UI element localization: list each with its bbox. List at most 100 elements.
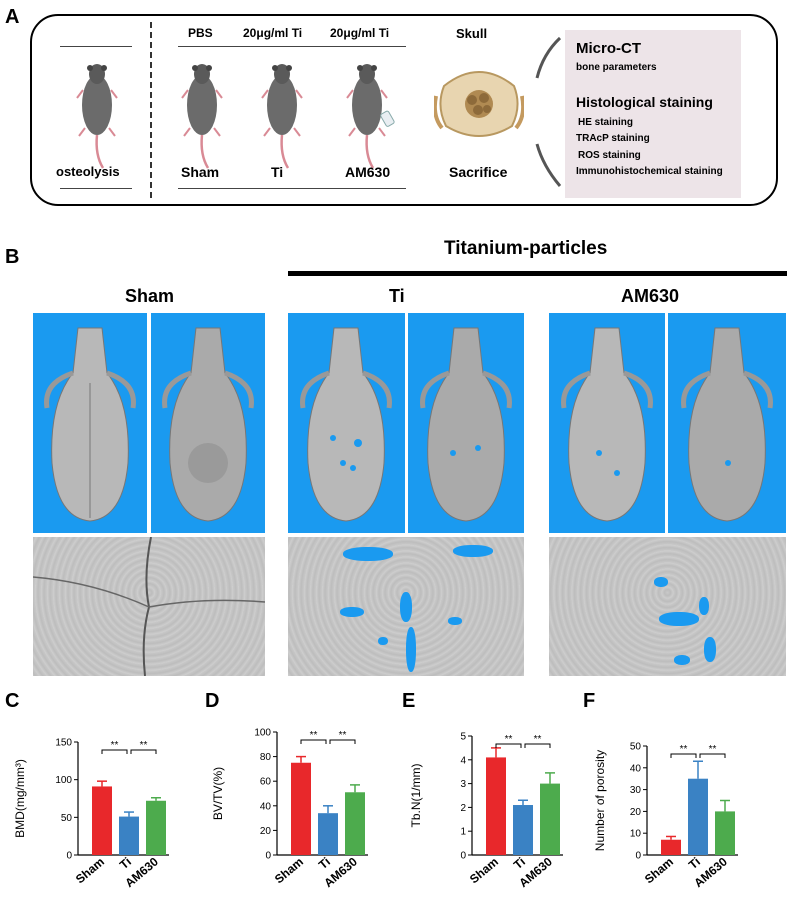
y-tick-label: 3 xyxy=(460,779,466,790)
y-tick-label: 40 xyxy=(630,763,642,774)
divider-line xyxy=(178,188,406,189)
bar-am630 xyxy=(715,811,735,855)
histo-item: Immunohistochemical staining xyxy=(576,166,723,177)
ct-image-ti-top xyxy=(288,313,405,533)
significance-bracket xyxy=(524,743,551,748)
panel-label-f: F xyxy=(583,690,596,712)
significance-mark: ** xyxy=(111,740,119,751)
mouse-icon xyxy=(260,60,304,175)
category-label: Ti xyxy=(686,855,703,872)
bar-sham xyxy=(291,762,311,855)
y-tick-label: 20 xyxy=(630,807,642,818)
category-label: Sham xyxy=(73,855,107,887)
ct-group-title-sham: Sham xyxy=(125,286,175,306)
y-tick-label: 0 xyxy=(460,851,466,862)
bar-ti xyxy=(318,813,338,855)
skull-icon xyxy=(432,66,526,151)
y-tick-label: 2 xyxy=(460,803,466,814)
y-tick-label: 60 xyxy=(260,777,272,788)
group-sham-label: Sham xyxy=(181,164,220,180)
skull-label: Skull xyxy=(456,26,488,41)
y-tick-label: 30 xyxy=(630,785,642,796)
y-tick-label: 150 xyxy=(55,738,72,749)
significance-bracket xyxy=(130,749,157,754)
closeup-image-am630 xyxy=(549,537,786,676)
analysis-box xyxy=(565,30,741,198)
y-tick-label: 5 xyxy=(460,732,466,743)
group-ti-label: Ti xyxy=(271,164,284,180)
significance-bracket xyxy=(329,739,356,744)
category-label: Sham xyxy=(642,855,676,887)
category-label: Sham xyxy=(272,855,306,887)
y-tick-label: 10 xyxy=(630,829,642,840)
osteolysis-label: osteolysis xyxy=(56,164,120,179)
significance-bracket xyxy=(101,749,128,754)
treatment-pbs: PBS xyxy=(188,26,213,40)
bar-am630 xyxy=(540,783,560,855)
mouse-icon xyxy=(75,60,119,175)
bar-sham xyxy=(486,757,506,855)
panel-label-c: C xyxy=(5,690,20,712)
histo-title: Histological staining xyxy=(576,94,713,110)
y-tick-label: 80 xyxy=(260,752,272,763)
y-axis-label: Number of porosity xyxy=(593,750,607,851)
significance-mark: ** xyxy=(140,740,148,751)
category-label: Sham xyxy=(467,855,501,887)
panel-label-b: B xyxy=(5,246,20,268)
bar-ti xyxy=(513,805,533,855)
ct-group-title-am630: AM630 xyxy=(621,286,680,306)
y-tick-label: 0 xyxy=(66,851,72,862)
ct-image-ti-bottom xyxy=(408,313,524,533)
significance-mark: ** xyxy=(680,744,688,755)
ct-image-sham-bottom xyxy=(151,313,265,533)
significance-mark: ** xyxy=(339,730,347,741)
bar-am630 xyxy=(146,800,166,855)
y-tick-label: 40 xyxy=(260,801,272,812)
y-tick-label: 0 xyxy=(265,851,271,862)
ct-image-am630-bottom xyxy=(668,313,786,533)
y-tick-label: 1 xyxy=(460,827,466,838)
category-label: Ti xyxy=(117,855,134,872)
panel-label-a: A xyxy=(5,6,20,28)
group-bracket-bar xyxy=(288,271,787,276)
divider-line xyxy=(60,188,132,189)
y-axis-label: Tb.N(1/mm) xyxy=(409,764,423,828)
bar-sham xyxy=(661,839,681,855)
curve-connector xyxy=(535,34,565,199)
mouse-icon xyxy=(345,60,395,175)
histo-item: TRAcP staining xyxy=(576,133,650,144)
y-axis-label: BMD(mg/mm³) xyxy=(13,759,27,838)
significance-bracket xyxy=(699,753,726,758)
category-label: Ti xyxy=(511,855,528,872)
bar-ti xyxy=(688,778,708,855)
titanium-particles-label: Titanium-particles xyxy=(444,238,608,259)
significance-mark: ** xyxy=(310,730,318,741)
divider-line xyxy=(60,46,132,47)
bar-am630 xyxy=(345,792,365,855)
significance-mark: ** xyxy=(505,734,513,745)
closeup-image-ti xyxy=(288,537,524,676)
y-tick-label: 4 xyxy=(460,755,466,766)
y-tick-label: 100 xyxy=(254,728,271,739)
y-tick-label: 20 xyxy=(260,826,272,837)
histo-item: ROS staining xyxy=(578,150,641,161)
mouse-icon xyxy=(180,60,224,175)
sacrifice-label: Sacrifice xyxy=(449,164,508,180)
divider-line xyxy=(178,46,406,47)
ct-image-am630-top xyxy=(549,313,665,533)
y-tick-label: 50 xyxy=(61,813,73,824)
category-label: Ti xyxy=(316,855,333,872)
y-tick-label: 100 xyxy=(55,775,72,786)
significance-mark: ** xyxy=(534,734,542,745)
dashed-separator xyxy=(150,22,152,198)
experiment-design-box xyxy=(30,14,778,206)
y-tick-label: 0 xyxy=(635,851,641,862)
panel-label-e: E xyxy=(402,690,416,712)
significance-mark: ** xyxy=(709,744,717,755)
ct-image-sham-top xyxy=(33,313,147,533)
group-am630-label: AM630 xyxy=(345,164,391,180)
bar-ti xyxy=(119,816,139,855)
y-tick-label: 50 xyxy=(630,742,642,753)
microct-subtitle: bone parameters xyxy=(576,62,657,73)
